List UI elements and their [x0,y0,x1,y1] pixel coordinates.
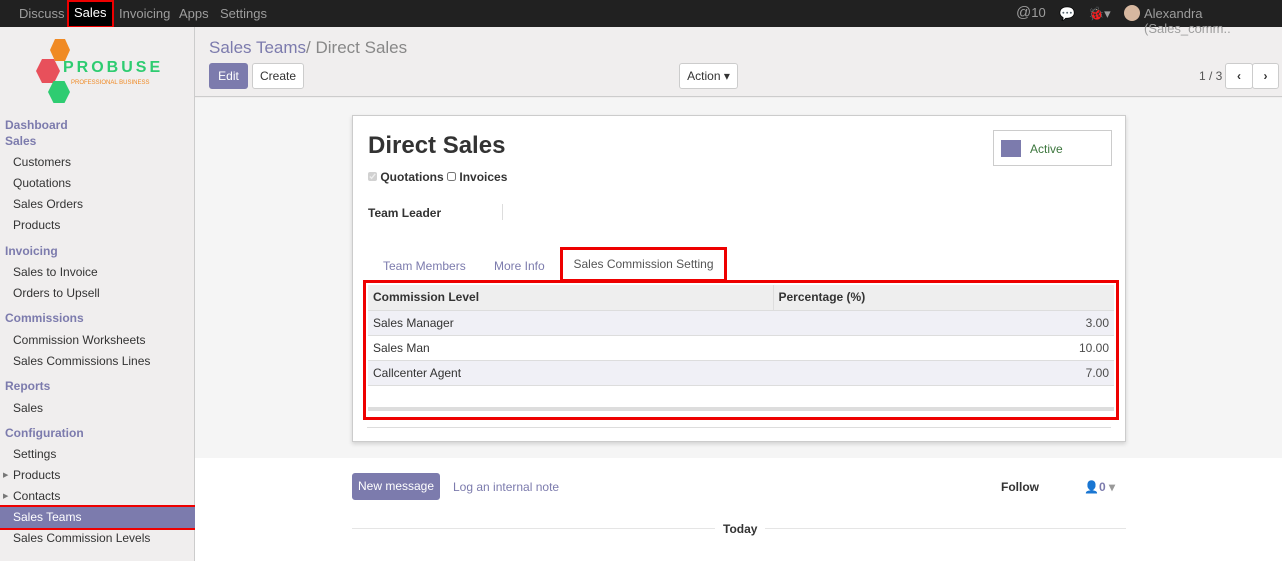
debug-bug-icon[interactable]: 🐞▾ [1088,6,1111,21]
commission-level-cell[interactable]: Sales Manager [368,310,773,336]
table-row[interactable]: Callcenter Agent 7.00 [368,360,1114,386]
follow-button[interactable]: Follow [1001,480,1039,494]
chatter: New message Log an internal note Follow … [195,458,1282,561]
invoices-checkbox[interactable] [447,172,457,181]
tab-more-info[interactable]: More Info [494,259,545,273]
followers-dropdown[interactable]: 👤0 ▾ [1084,480,1116,494]
log-note-link[interactable]: Log an internal note [453,480,560,494]
chat-icon[interactable]: 💬 [1059,6,1076,21]
menu-apps[interactable]: Apps [179,6,209,21]
team-leader-field[interactable] [502,204,503,220]
action-dropdown[interactable]: Action ▾ [679,63,738,89]
team-name-title: Direct Sales [368,132,506,159]
sidebar-item-products[interactable]: Products [13,468,61,482]
sidebar: PROBUSE PROFESSIONAL BUSINESS Dashboard S… [0,27,198,561]
breadcrumb: Sales Teams/ Direct Sales [209,38,408,57]
pager-value: 1 / 3 [1199,69,1223,83]
tab-team-members[interactable]: Team Members [383,259,466,273]
sidebar-section-invoicing: Invoicing [5,244,58,258]
percentage-cell[interactable]: 10.00 [773,335,1114,361]
top-navbar: Discuss Sales Invoicing Apps Settings @1… [0,0,1282,36]
table-row[interactable]: Sales Manager 3.00 [368,310,1114,336]
form-sheet: Direct Sales Active Quotations Invoices … [352,115,1126,442]
archive-icon [1001,140,1021,157]
user-icon: 👤 [1084,480,1099,494]
sidebar-section-sales: Sales [5,134,37,148]
sidebar-item-sales-orders[interactable]: Sales Orders [13,197,84,211]
at-icon: @ [1016,4,1032,21]
date-separator-today: Today [715,522,766,536]
expand-caret-icon[interactable]: ▶ [3,472,9,479]
team-leader-label: Team Leader [368,206,442,220]
pager-previous-button[interactable]: ‹ [1225,63,1253,89]
quotations-label: Quotations [380,170,444,184]
commission-levels-table: Commission Level Percentage (%) Sales Ma… [368,285,1114,386]
sidebar-item-sales-commissions-lines[interactable]: Sales Commissions Lines [13,354,151,368]
edit-button[interactable]: Edit [209,63,248,89]
menu-discuss[interactable]: Discuss [19,6,65,21]
percentage-cell[interactable]: 3.00 [773,310,1114,336]
invoices-label: Invoices [459,170,508,184]
pager-next-button[interactable]: › [1252,63,1279,89]
commission-level-cell[interactable]: Sales Man [368,335,773,361]
breadcrumb-parent[interactable]: Sales Teams [209,38,307,57]
sidebar-item-sales-teams[interactable]: Sales Teams [0,505,198,530]
sidebar-item-products[interactable]: Products [13,218,61,232]
logo-tagline: PROFESSIONAL BUSINESS [71,80,150,86]
sidebar-item-sales-commission-levels[interactable]: Sales Commission Levels [13,531,151,545]
column-header-commission-level[interactable]: Commission Level [368,285,774,311]
menu-invoicing[interactable]: Invoicing [119,6,171,21]
sidebar-item-orders-to-upsell[interactable]: Orders to Upsell [13,286,100,300]
column-header-percentage[interactable]: Percentage (%) [773,285,1114,311]
sidebar-item-customers[interactable]: Customers [13,155,72,169]
percentage-cell[interactable]: 7.00 [773,360,1114,386]
mentions-button[interactable]: @10 [1016,4,1046,21]
active-toggle-button[interactable]: Active [993,130,1112,166]
sidebar-item-quotations[interactable]: Quotations [13,176,72,190]
sidebar-item-sales[interactable]: Sales [13,401,44,415]
probuse-logo: PROBUSE PROFESSIONAL BUSINESS [36,39,161,105]
sidebar-item-settings[interactable]: Settings [13,447,57,461]
user-menu[interactable]: Alexandra (Sales_comm.. [1144,6,1231,36]
tab-sales-commission-setting[interactable]: Sales Commission Setting [560,247,727,282]
sidebar-section-configuration: Configuration [5,426,84,440]
breadcrumb-current: Direct Sales [315,38,408,57]
menu-settings[interactable]: Settings [220,6,267,21]
new-message-button[interactable]: New message [352,473,440,500]
sidebar-section-commissions: Commissions [5,311,84,325]
table-row[interactable]: Sales Man 10.00 [368,335,1114,361]
menu-sales[interactable]: Sales [67,0,114,28]
sidebar-section-dashboard: Dashboard [5,118,68,132]
sidebar-item-sales-to-invoice[interactable]: Sales to Invoice [13,265,98,279]
quotations-checkbox[interactable] [368,172,377,181]
create-button[interactable]: Create [252,63,304,89]
commission-table-highlight: Commission Level Percentage (%) Sales Ma… [363,280,1119,420]
sidebar-item-contacts[interactable]: Contacts [13,489,61,503]
logo-text: PROBUSE [63,59,164,76]
commission-level-cell[interactable]: Callcenter Agent [368,360,773,386]
expand-caret-icon[interactable]: ▶ [3,493,9,500]
control-panel: Sales Teams/ Direct Sales Edit Create Ac… [195,27,1282,97]
avatar[interactable] [1124,5,1140,21]
sidebar-section-reports: Reports [5,379,51,393]
sidebar-item-commission-worksheets[interactable]: Commission Worksheets [13,333,146,347]
